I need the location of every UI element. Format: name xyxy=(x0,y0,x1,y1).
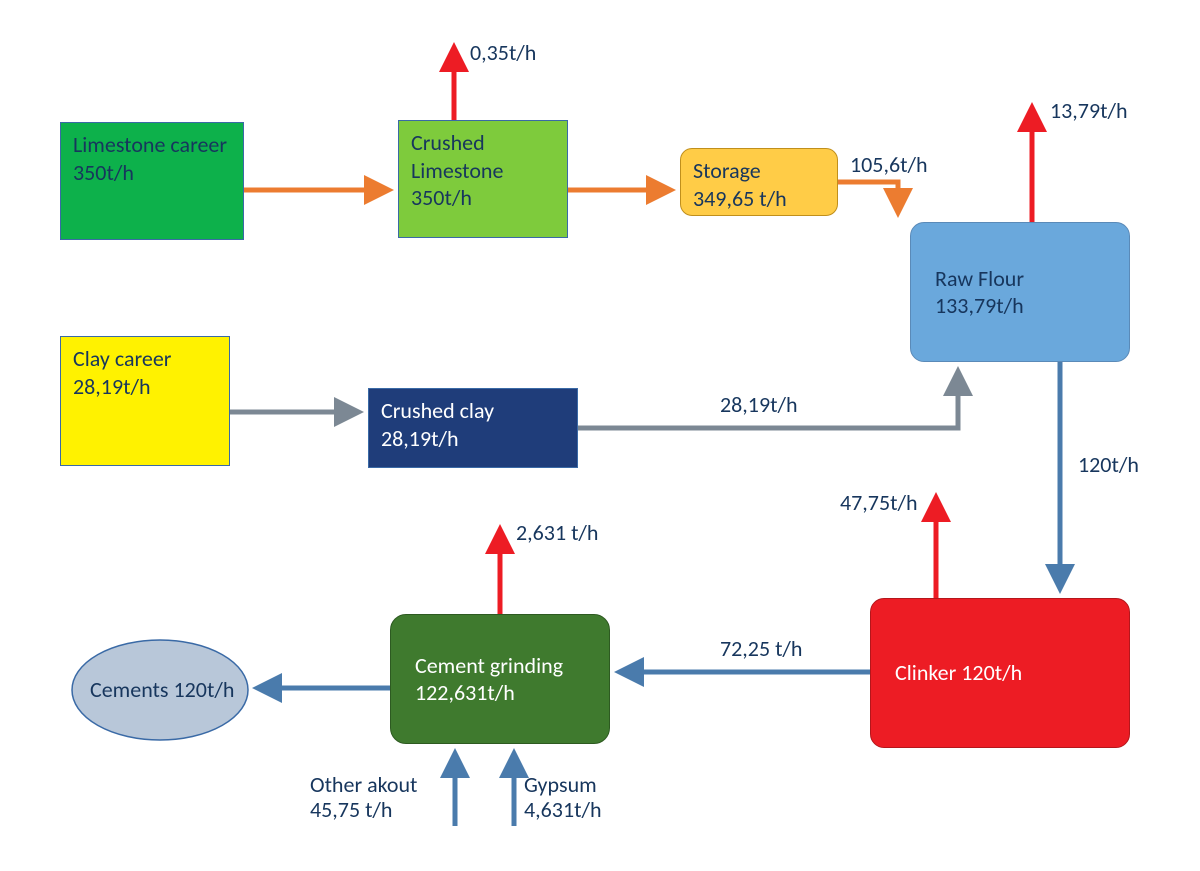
node-label: Raw Flour 133,79t/h xyxy=(935,265,1117,320)
label-clinker-output: 72,25 t/h xyxy=(720,636,803,661)
node-storage: Storage 349,65 t/h xyxy=(680,148,838,216)
label-loss-crushed-limestone: 0,35t/h xyxy=(470,40,536,65)
node-limestone-career: Limestone career 350t/h xyxy=(60,122,244,240)
label-gypsum-input: Gypsum 4,631t/h xyxy=(524,772,664,823)
node-clay-career: Clay career 28,19t/h xyxy=(60,336,230,466)
node-label: Clay career 28,19t/h xyxy=(73,345,217,400)
node-label: Clinker 120t/h xyxy=(895,659,1022,687)
node-label: Crushed Limestone 350t/h xyxy=(411,129,555,212)
node-clinker: Clinker 120t/h xyxy=(870,598,1130,748)
node-raw-flour: Raw Flour 133,79t/h xyxy=(910,222,1130,362)
label-other-akout-input: Other akout 45,75 t/h xyxy=(310,772,450,823)
node-label: Cements 120t/h xyxy=(90,676,234,704)
label-raw-flour-output: 120t/h xyxy=(1078,452,1139,477)
node-cement-grinding: Cement grinding 122,631t/h xyxy=(390,614,610,744)
node-crushed-limestone: Crushed Limestone 350t/h xyxy=(398,120,568,238)
label-grinding-loss: 2,631 t/h xyxy=(516,520,599,545)
node-cements: Cements 120t/h xyxy=(72,640,248,740)
label-storage-output: 105,6t/h xyxy=(850,152,928,177)
arrow-storage-to-rawflour xyxy=(838,182,898,212)
label-loss-raw-flour: 13,79t/h xyxy=(1050,98,1128,123)
node-crushed-clay: Crushed clay 28,19t/h xyxy=(368,388,578,468)
node-label: Crushed clay 28,19t/h xyxy=(381,397,565,452)
node-label: Limestone career 350t/h xyxy=(73,131,231,186)
label-crushed-clay-output: 28,19t/h xyxy=(720,392,798,417)
label-clinker-loss: 47,75t/h xyxy=(840,490,918,515)
node-label: Cement grinding 122,631t/h xyxy=(415,652,597,707)
node-label: Storage 349,65 t/h xyxy=(693,157,825,212)
